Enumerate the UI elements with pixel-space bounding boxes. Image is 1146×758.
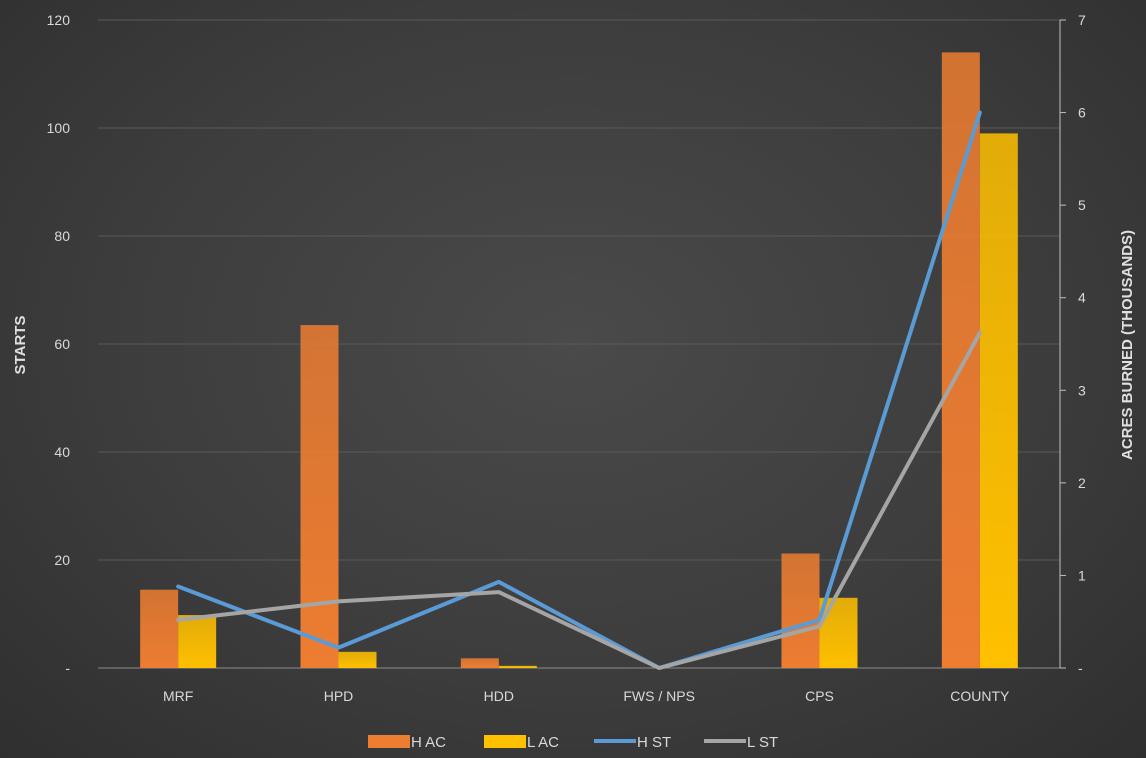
y-tick-label: 60 — [54, 336, 70, 352]
legend: H AC L AC H ST L ST — [368, 734, 778, 751]
right-axis: - 1 2 3 4 5 6 7 — [1059, 12, 1086, 676]
category-label: COUNTY — [950, 688, 1010, 704]
bar-h-ac — [140, 589, 179, 668]
y2-tick-label: 2 — [1078, 475, 1086, 491]
y-tick-label: 80 — [54, 228, 70, 244]
y-tick-label: - — [65, 660, 70, 676]
y-tick-label: 20 — [54, 552, 70, 568]
y2-axis-title: ACRES BURNED (THOUSANDS) — [1119, 230, 1136, 460]
y2-tick-label: 7 — [1078, 12, 1086, 28]
y2-tick-label: 3 — [1078, 382, 1086, 398]
y2-tick-label: 1 — [1078, 567, 1086, 583]
legend-swatch-l-ac — [484, 735, 526, 748]
bar-l-ac — [498, 665, 537, 668]
bar-h-ac — [781, 553, 820, 668]
bar-l-ac — [338, 651, 377, 668]
line-series — [176, 110, 982, 670]
bar-l-ac — [178, 615, 217, 668]
category-label: HDD — [484, 688, 514, 704]
y-tick-label: 120 — [47, 12, 71, 28]
category-label: CPS — [805, 688, 834, 704]
gridlines — [98, 19, 1060, 669]
category-labels: MRF HPD HDD FWS / NPS CPS COUNTY — [163, 688, 1010, 704]
legend-swatch-h-ac — [368, 735, 410, 748]
y-tick-label: 100 — [47, 120, 71, 136]
bar-h-ac — [941, 52, 980, 668]
y2-tick-label: - — [1078, 660, 1083, 676]
y2-tick-label: 5 — [1078, 197, 1086, 213]
category-label: HPD — [324, 688, 354, 704]
y-tick-label: 40 — [54, 444, 70, 460]
left-axis-ticks: - 20 40 60 80 100 120 — [47, 12, 71, 676]
y-axis-title: STARTS — [12, 316, 29, 375]
bar-h-ac — [460, 658, 499, 668]
y2-tick-label: 4 — [1078, 290, 1086, 306]
bar-series — [140, 52, 1018, 668]
bar-l-ac — [819, 597, 858, 668]
legend-label: H ST — [637, 734, 671, 751]
category-label: FWS / NPS — [623, 688, 695, 704]
legend-label: H AC — [411, 734, 446, 751]
y2-tick-label: 6 — [1078, 105, 1086, 121]
category-label: MRF — [163, 688, 193, 704]
bar-h-ac — [300, 325, 339, 668]
legend-label: L AC — [527, 734, 559, 751]
bar-l-ac — [979, 133, 1018, 668]
line-l-st — [176, 330, 982, 670]
legend-label: L ST — [747, 734, 778, 751]
line-h-st — [176, 110, 982, 670]
